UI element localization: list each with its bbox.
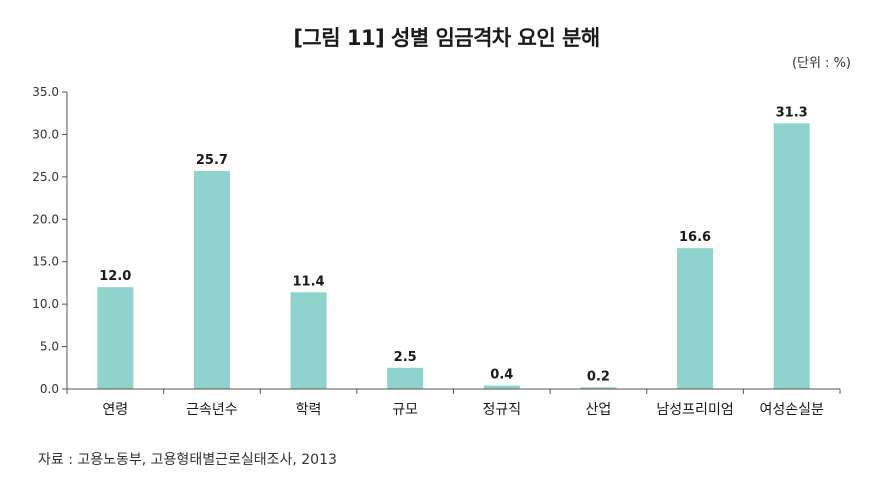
bars [97,123,810,389]
y-tick-label: 25.0 [32,170,59,184]
category-label: 학력 [296,402,322,418]
bar [290,292,327,389]
category-label: 정규직 [482,402,521,418]
category-label: 연령 [102,402,128,418]
unit-label: (단위 : %) [791,56,851,71]
bar [580,387,617,389]
data-label: 2.5 [394,350,417,365]
bar [193,170,230,389]
bar [677,248,714,389]
y-tick-label: 10.0 [32,297,59,311]
category-label: 규모 [392,402,418,418]
y-tick-label: 15.0 [32,255,59,269]
category-label: 산업 [586,402,612,418]
bar [773,123,810,389]
data-label: 12.0 [99,269,131,284]
source-note: 자료 : 고용노동부, 고용형태별근로실태조사, 2013 [38,452,337,468]
y-axis: 0.0 5.0 10.0 15.0 20.0 25.0 30.0 35.0 [32,85,68,396]
chart-title: [그림 11] 성별 임금격차 요인 분해 [293,26,600,50]
category-label: 남성프리미엄 [656,402,733,418]
data-label: 0.2 [587,369,610,384]
data-label: 25.7 [196,153,228,168]
y-tick-label: 5.0 [40,340,59,354]
bar [483,385,520,389]
y-tick-label: 20.0 [32,212,59,226]
bar-chart: 0.05.010.015.020.025.030.035.0 12.025.71… [32,85,841,418]
y-tick-label: 30.0 [32,127,59,141]
bar [387,367,424,389]
data-label: 31.3 [776,105,808,120]
data-label: 0.4 [490,368,513,383]
data-labels: 12.0 25.7 11.4 2.5 0.4 0.2 16.6 31.3 [99,105,807,384]
data-label: 11.4 [293,274,325,289]
x-axis: 연령 근속년수 학력 규모 정규직 산업 남성프리미엄 여성손실분 [66,388,841,418]
bar [97,287,134,389]
category-label: 근속년수 [186,402,238,418]
y-tick-label: 35.0 [32,85,59,99]
data-label: 16.6 [679,230,711,245]
category-label: 여성손실분 [759,402,824,418]
y-tick-label: 0.0 [40,382,59,396]
